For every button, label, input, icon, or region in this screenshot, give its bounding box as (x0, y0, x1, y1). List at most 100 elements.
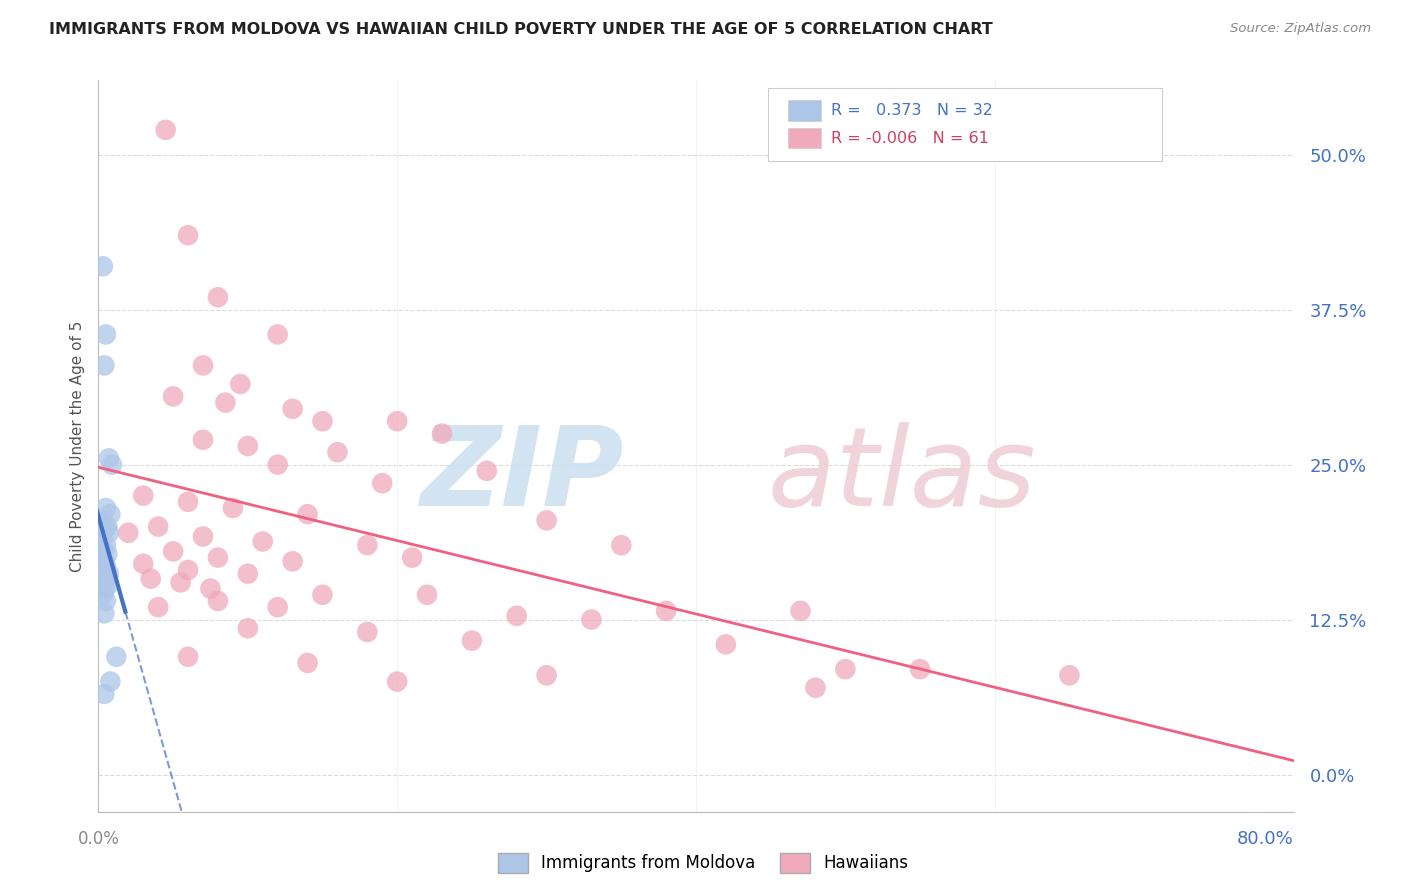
Point (207, 594, 229, 608)
Point (281, 554, 304, 568)
Point (97, 451, 120, 466)
Point (132, 489, 155, 503)
Point (267, 458, 290, 472)
Point (236, 439, 259, 453)
Point (311, 414, 333, 428)
Point (94, 500, 117, 515)
Text: ZIP: ZIP (420, 422, 624, 529)
Point (908, 662, 931, 676)
Point (93, 359, 115, 373)
Point (461, 633, 484, 648)
Text: atlas: atlas (768, 422, 1036, 529)
Point (834, 662, 856, 676)
Y-axis label: Child Poverty Under the Age of 5: Child Poverty Under the Age of 5 (69, 320, 84, 572)
Text: 80.0%: 80.0% (1237, 830, 1294, 848)
Point (385, 414, 409, 428)
Point (93, 607, 115, 621)
Point (139, 572, 162, 586)
FancyBboxPatch shape (787, 100, 821, 120)
Point (162, 389, 184, 403)
Point (297, 656, 319, 670)
Point (148, 600, 170, 615)
Point (506, 608, 529, 623)
Point (281, 401, 304, 416)
Point (416, 588, 439, 602)
Point (101, 458, 124, 472)
Point (94, 572, 117, 586)
Point (356, 624, 378, 639)
Point (177, 563, 200, 577)
Point (177, 228, 200, 243)
Point (610, 538, 633, 552)
Text: R =   0.373   N = 32: R = 0.373 N = 32 (831, 103, 993, 118)
Point (91, 259, 114, 273)
Point (96, 519, 118, 533)
Point (222, 500, 245, 515)
Point (207, 290, 229, 304)
Point (297, 507, 319, 521)
Point (714, 637, 737, 651)
Point (430, 426, 453, 441)
Point (581, 613, 603, 627)
Point (207, 550, 229, 565)
Point (191, 433, 214, 447)
Point (93, 554, 115, 568)
Point (356, 538, 378, 552)
Point (94, 559, 117, 574)
Point (267, 327, 290, 342)
Point (789, 604, 811, 618)
Point (132, 557, 155, 571)
Point (162, 544, 184, 558)
Point (91, 588, 114, 602)
Point (93, 582, 115, 596)
Point (91, 544, 114, 558)
Point (326, 445, 349, 459)
Point (91, 513, 114, 527)
Point (155, 123, 177, 137)
Point (475, 464, 498, 478)
Point (177, 649, 200, 664)
Point (93, 522, 115, 536)
Point (117, 525, 139, 540)
Point (96, 547, 118, 561)
Point (385, 674, 409, 689)
Point (200, 582, 222, 596)
Point (804, 681, 827, 695)
Point (401, 550, 423, 565)
FancyBboxPatch shape (787, 128, 821, 148)
FancyBboxPatch shape (768, 87, 1161, 161)
Point (90, 550, 112, 565)
Legend: Immigrants from Moldova, Hawaiians: Immigrants from Moldova, Hawaiians (491, 847, 915, 880)
Point (177, 495, 200, 509)
Point (97, 566, 120, 581)
Point (94, 594, 117, 608)
Point (91, 575, 114, 590)
Point (1059, 668, 1081, 682)
Point (536, 668, 558, 682)
Text: R = -0.006   N = 61: R = -0.006 N = 61 (831, 130, 988, 145)
Point (90, 569, 112, 583)
Point (98, 507, 122, 521)
Point (148, 519, 170, 533)
Point (93, 687, 115, 701)
Point (536, 513, 558, 527)
Point (229, 377, 252, 392)
Text: IMMIGRANTS FROM MOLDOVA VS HAWAIIAN CHILD POVERTY UNDER THE AGE OF 5 CORRELATION: IMMIGRANTS FROM MOLDOVA VS HAWAIIAN CHIL… (49, 22, 993, 37)
Text: Source: ZipAtlas.com: Source: ZipAtlas.com (1230, 22, 1371, 36)
Point (214, 395, 236, 409)
Point (94, 538, 117, 552)
Point (97, 525, 120, 540)
Point (371, 476, 394, 491)
Point (655, 604, 678, 618)
Point (105, 649, 128, 664)
Point (191, 359, 214, 373)
Text: 0.0%: 0.0% (77, 830, 120, 848)
Point (91, 557, 114, 571)
Point (94, 327, 117, 342)
Point (169, 575, 191, 590)
Point (252, 534, 274, 549)
Point (93, 563, 115, 577)
Point (96, 579, 118, 593)
Point (236, 566, 259, 581)
Point (90, 532, 112, 546)
